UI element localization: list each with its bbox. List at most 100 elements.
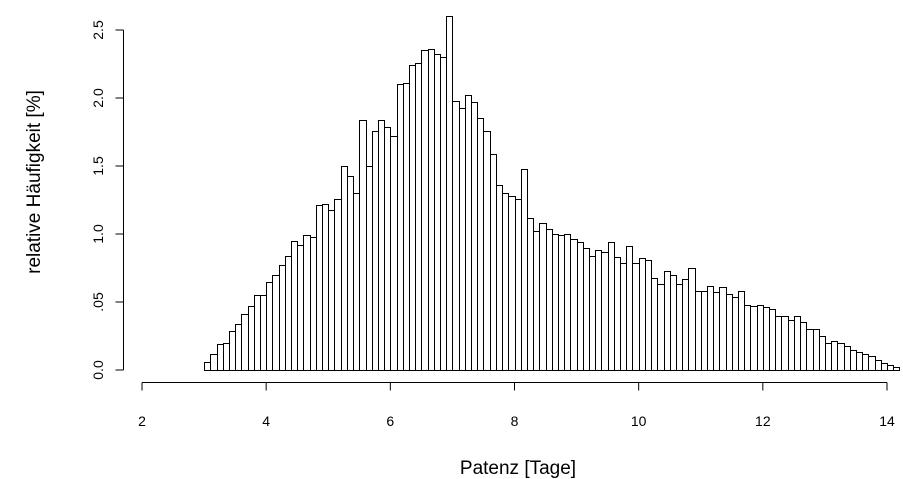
histogram-bar [515,199,522,371]
histogram-bar [217,344,224,371]
histogram-bar [260,295,267,371]
histogram-bar [533,231,540,371]
histogram-bar [502,193,509,371]
histogram-bar [757,305,764,371]
x-axis: 2 4 6 8 10 12 14 [138,382,895,429]
histogram-bar [477,118,484,371]
histogram-bar [570,239,578,371]
histogram-bar [409,65,416,371]
histogram-bar [701,291,708,371]
histogram-bar [601,252,609,371]
histogram-bar [390,136,398,371]
histogram-bar [862,354,869,371]
histogram-bar [403,83,410,371]
histogram-bar [353,193,360,371]
histogram-bar [521,169,528,371]
histogram-bar [372,131,379,371]
y-tick-label: 1.0 [90,224,106,244]
histogram-bar [434,54,441,371]
histogram-bar [421,50,429,371]
histogram-bar [397,84,404,371]
histogram-bar [471,102,478,371]
histogram-bar [384,127,391,371]
histogram-bar [378,120,385,371]
histogram-bar [695,291,702,371]
histogram-bar [707,286,714,371]
histogram-bar [651,278,658,371]
histogram-bars [204,16,900,371]
histogram-bar [446,16,453,371]
histogram-bar [248,306,255,371]
histogram-bar [763,307,770,371]
histogram-bar [688,268,696,371]
histogram-bar [682,279,689,371]
histogram-bar [577,242,584,371]
histogram-bar [496,185,503,371]
histogram-bar [210,354,218,371]
x-tick-label: 6 [386,413,394,429]
histogram-bar [614,257,621,371]
histogram-bar [732,297,739,371]
histogram-bar [595,250,602,371]
y-tick-label: 2.5 [90,20,106,40]
histogram-bar [272,275,280,371]
histogram-bar [490,154,497,371]
histogram-bar [781,316,789,371]
y-tick-label: 0.0 [90,360,106,380]
y-axis: 0.0 .05 1.0 1.5 2.0 2.5 [90,20,124,380]
histogram-bar [726,294,733,371]
histogram-bar [831,341,838,371]
histogram-bar [552,234,559,371]
histogram-bar [359,120,367,371]
histogram-bar [589,256,596,371]
histogram-bar [893,367,900,371]
histogram-bar [887,365,894,371]
histogram-bar [539,223,547,371]
histogram-bar [465,95,472,371]
histogram-bar [285,256,292,371]
histogram-bar [322,204,329,371]
histogram-bar [719,287,727,371]
x-tick-label: 10 [631,413,647,429]
histogram-bar [303,235,311,371]
histogram-bar [341,166,348,371]
histogram-bar [713,292,720,371]
histogram-bar [459,108,466,371]
histogram-bar [546,229,553,371]
histogram-bar [223,343,230,371]
histogram-bar [310,237,317,371]
histogram-bar [235,324,242,371]
histogram-bar [632,263,640,371]
histogram-bar [806,329,814,371]
histogram-bar [844,346,851,371]
histogram-bar [744,305,751,371]
histogram-bar [254,295,261,371]
histogram-bar [291,241,298,371]
histogram-bar [583,248,590,371]
histogram-bar [788,320,795,371]
histogram-bar [750,306,758,371]
x-axis-title: Patenz [Tage] [460,458,576,479]
histogram-bar [328,210,335,371]
histogram-bar [825,343,832,371]
histogram-bar [881,363,888,371]
x-tick-label: 4 [262,413,270,429]
histogram-bar [415,63,422,371]
y-tick-label: 1.5 [90,156,106,176]
histogram-bar [837,343,845,371]
histogram-bar [626,246,633,371]
histogram-bar [440,57,447,371]
histogram-bar [800,322,807,371]
histogram-bar [297,245,304,371]
x-tick-label: 2 [138,413,146,429]
histogram-bar [558,235,565,371]
histogram-bar [813,329,820,371]
histogram-bar [868,356,876,371]
y-tick-label: 2.0 [90,88,106,108]
histogram-bar [769,309,776,371]
histogram-bar [664,271,671,371]
x-tick-label: 8 [511,413,519,429]
x-tick-label: 12 [755,413,771,429]
histogram-bar [850,350,857,371]
